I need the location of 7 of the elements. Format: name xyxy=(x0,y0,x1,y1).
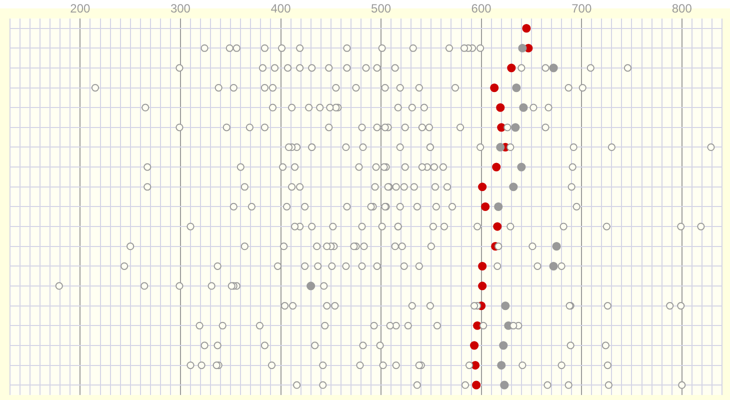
x-tick-label: 400 xyxy=(270,2,292,16)
x-tick-label: 500 xyxy=(371,2,392,16)
x-tick-label: 700 xyxy=(572,2,592,16)
x-tick-label: 800 xyxy=(672,2,692,16)
x-tick-label: 600 xyxy=(471,2,492,16)
x-tick-label: 200 xyxy=(70,2,91,16)
x-tick-label: 300 xyxy=(170,2,191,16)
